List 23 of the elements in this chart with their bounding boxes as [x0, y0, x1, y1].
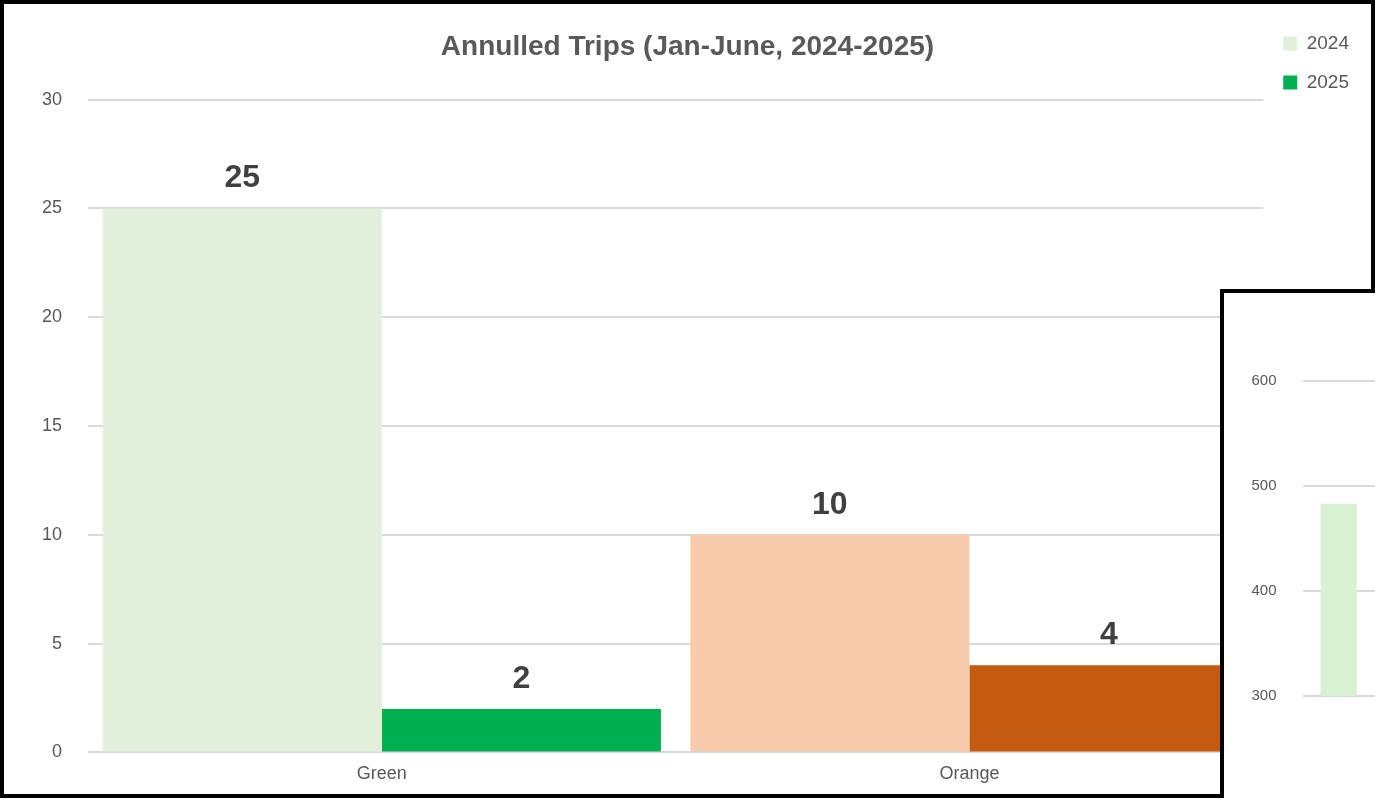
- y-tick-label: 10: [41, 523, 63, 544]
- data-label: 2: [512, 658, 531, 695]
- x-tick-label: Green: [356, 763, 407, 784]
- y-tick-label: 300: [1251, 686, 1277, 704]
- data-label: 10: [812, 484, 848, 521]
- y-tick-label: 400: [1251, 581, 1277, 599]
- data-label: 4: [1100, 615, 1119, 652]
- data-label: 25: [224, 158, 261, 195]
- chart-title: Annulled Trips (Jan-June, 2024-2025): [440, 29, 935, 61]
- y-tick-label: 30: [41, 88, 63, 109]
- y-tick-label: 5: [52, 632, 63, 653]
- x-tick-label: Orange: [939, 763, 1000, 784]
- legend-label: 2024: [1306, 31, 1350, 53]
- y-tick-label: 15: [41, 414, 63, 435]
- y-tick-label: 600: [1251, 371, 1277, 389]
- y-tick-label: 0: [52, 741, 63, 762]
- bar: [690, 534, 970, 752]
- legend-label: 2025: [1306, 70, 1350, 92]
- y-tick-label: 25: [41, 197, 63, 218]
- bar: [381, 708, 661, 752]
- y-tick-label: 500: [1251, 476, 1277, 494]
- y-tick-label: 20: [41, 306, 63, 327]
- bar: [102, 208, 382, 752]
